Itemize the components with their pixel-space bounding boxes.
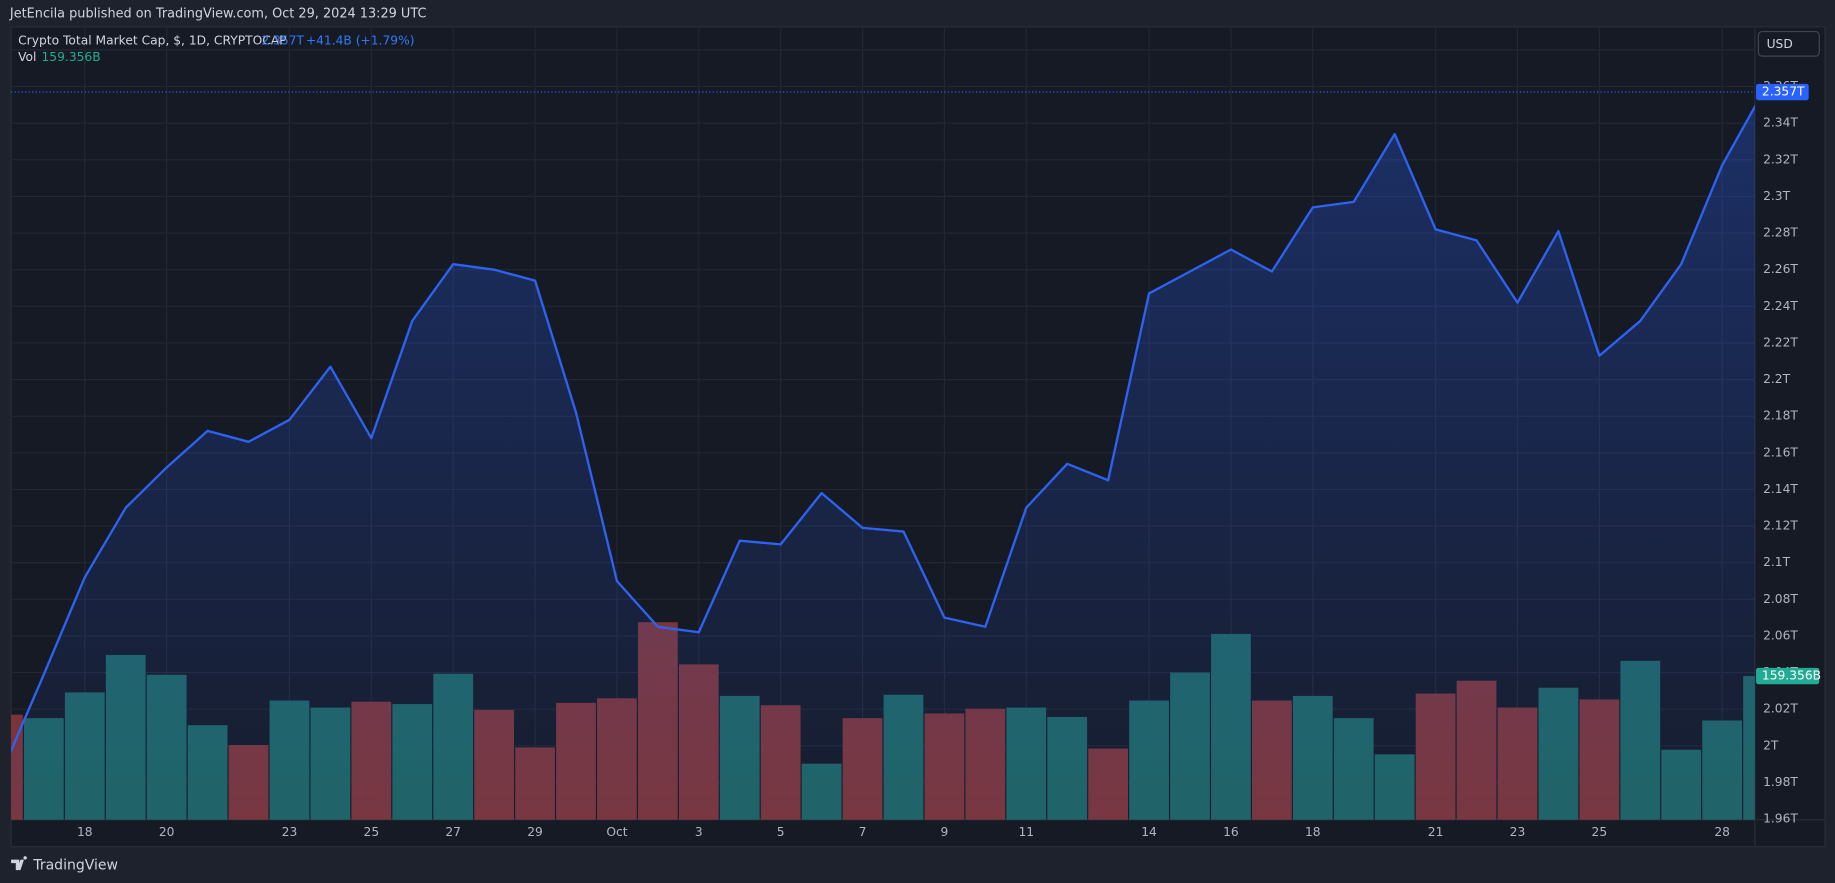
area-fill bbox=[11, 106, 1755, 820]
x-tick-label: 5 bbox=[777, 825, 785, 839]
x-tick-label: 27 bbox=[445, 825, 461, 839]
price-change: +41.4B (+1.79%) bbox=[306, 33, 415, 47]
x-tick-label: 21 bbox=[1428, 825, 1444, 839]
x-tick-label: 29 bbox=[527, 825, 543, 839]
y-tick-label: 2.18T bbox=[1763, 409, 1798, 423]
volume-tag-label: 159.356B bbox=[1762, 669, 1821, 683]
price-line bbox=[11, 104, 1755, 754]
x-tick-label: 11 bbox=[1018, 825, 1034, 839]
price-tag-label: 2.357T bbox=[1762, 85, 1805, 99]
y-tick-label: 2.16T bbox=[1763, 445, 1798, 459]
y-tick-label: 2.14T bbox=[1763, 482, 1798, 496]
symbol-title: Crypto Total Market Cap, $, 1D, CRYPTOCA… bbox=[18, 33, 286, 47]
y-tick-label: 1.96T bbox=[1763, 812, 1798, 826]
y-tick-label: 2.24T bbox=[1763, 299, 1798, 313]
volume-tag bbox=[1756, 667, 1820, 685]
x-tick-label: 18 bbox=[77, 825, 93, 839]
x-tick-label: 23 bbox=[282, 825, 298, 839]
x-tick-label: 25 bbox=[1592, 825, 1608, 839]
y-tick-label: 2T bbox=[1763, 738, 1779, 752]
y-tick-label: 1.98T bbox=[1763, 775, 1798, 789]
y-tick-label: 2.02T bbox=[1763, 702, 1798, 716]
brand: TradingView bbox=[32, 857, 118, 873]
publisher: JetEncila published on TradingView.com, … bbox=[9, 7, 427, 22]
y-tick-label: 2.06T bbox=[1763, 628, 1798, 642]
currency[interactable]: USD bbox=[1767, 37, 1793, 51]
y-tick-label: 2.2T bbox=[1763, 372, 1791, 386]
x-tick-label: 25 bbox=[364, 825, 380, 839]
x-tick-label: 23 bbox=[1510, 825, 1526, 839]
y-tick-label: 2.12T bbox=[1763, 519, 1798, 533]
plot bbox=[11, 104, 1755, 820]
y-tick-label: 2.22T bbox=[1763, 335, 1798, 349]
x-tick-label: 28 bbox=[1714, 825, 1730, 839]
y-tick-label: 2.08T bbox=[1763, 592, 1798, 606]
y-tick-label: 2.28T bbox=[1763, 226, 1798, 240]
y-tick-label: 2.1T bbox=[1763, 555, 1791, 569]
price-tag bbox=[1756, 83, 1809, 101]
volume-name: Vol bbox=[18, 50, 36, 64]
y-tick-label: 2.26T bbox=[1763, 262, 1798, 276]
x-tick-label: 9 bbox=[940, 825, 948, 839]
x-tick-label: 3 bbox=[695, 825, 703, 839]
x-tick-label: Oct bbox=[606, 825, 627, 839]
x-tick-label: 7 bbox=[859, 825, 867, 839]
volume-value: 159.356B bbox=[42, 50, 101, 64]
y-tick-label: 2.3T bbox=[1763, 189, 1791, 203]
y-tick-label: 2.32T bbox=[1763, 152, 1798, 166]
x-tick-label: 20 bbox=[159, 825, 175, 839]
x-tick-label: 14 bbox=[1141, 825, 1157, 839]
currency-button[interactable] bbox=[1757, 30, 1820, 57]
x-tick-label: 18 bbox=[1305, 825, 1321, 839]
last-price: 2.357T bbox=[261, 33, 304, 47]
logo bbox=[11, 856, 27, 871]
y-tick-label: 2.34T bbox=[1763, 116, 1798, 130]
x-tick-label: 16 bbox=[1223, 825, 1239, 839]
